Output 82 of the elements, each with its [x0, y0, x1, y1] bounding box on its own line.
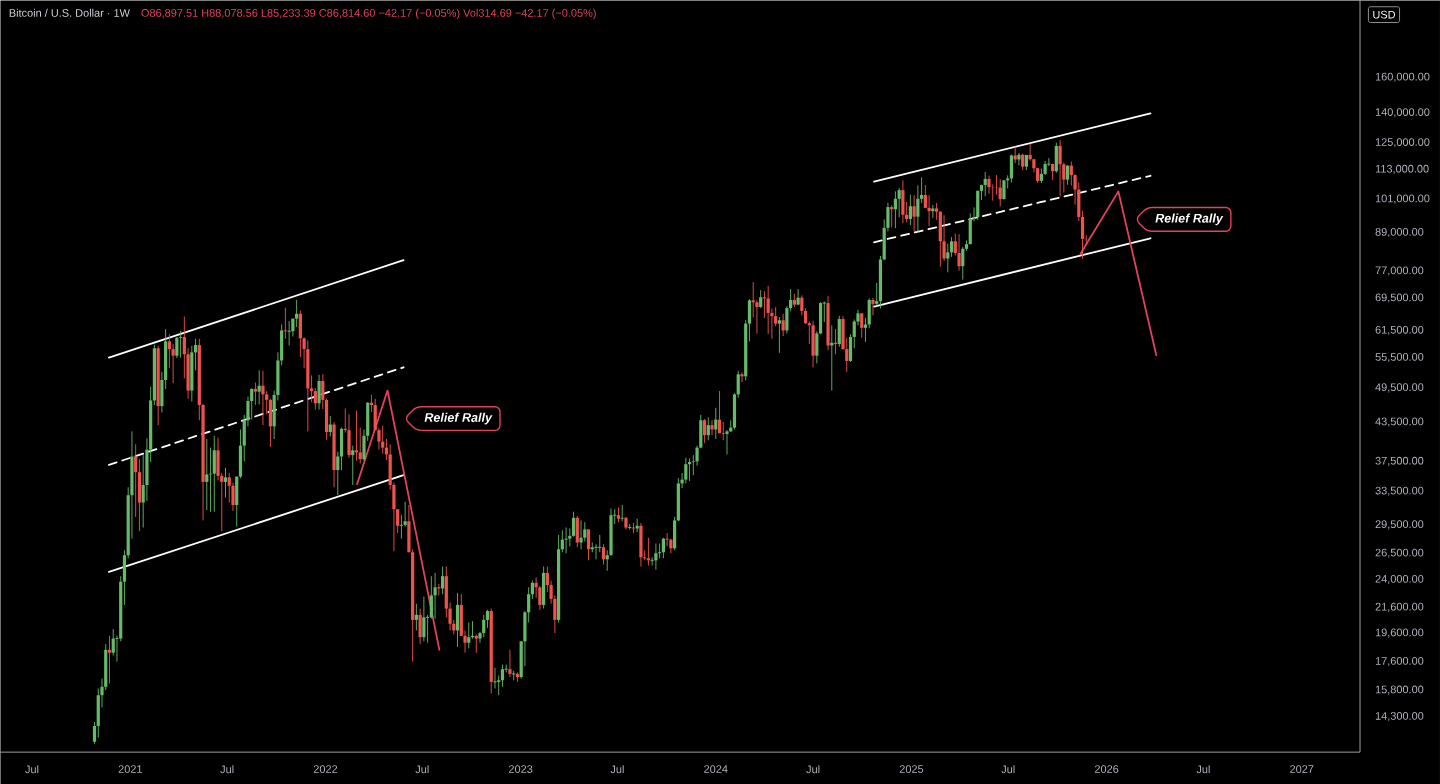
candlestick [306, 340, 310, 432]
candlestick [702, 418, 707, 444]
candlestick [901, 179, 905, 224]
candlestick [946, 243, 950, 273]
candlestick [837, 315, 841, 348]
candlestick [418, 608, 422, 645]
candlestick [422, 596, 426, 642]
candlestick [826, 295, 830, 351]
candlestick [212, 435, 216, 513]
candlestick [766, 285, 770, 335]
candlestick [710, 419, 714, 436]
candlestick [1054, 142, 1058, 174]
candlestick [1017, 152, 1021, 166]
candlestick [781, 313, 785, 337]
candlestick [942, 214, 946, 262]
candlestick [740, 371, 744, 383]
candlestick [467, 621, 471, 649]
candlestick [178, 330, 183, 358]
candlestick [414, 603, 418, 631]
candlestick [796, 288, 800, 306]
candlestick [283, 307, 287, 340]
candlestick [261, 370, 265, 426]
candlestick [976, 190, 980, 221]
candlestick [175, 336, 179, 359]
candlestick [482, 614, 486, 638]
candlestick [351, 445, 355, 486]
candlestick [1046, 157, 1051, 167]
candlestick [538, 585, 542, 611]
candlestick [492, 667, 498, 689]
candlestick [661, 537, 665, 559]
candlestick [601, 543, 606, 565]
candlestick [706, 416, 710, 441]
candlestick [1009, 154, 1014, 183]
candlestick [96, 687, 100, 739]
candlestick [433, 572, 437, 620]
candlestick [927, 194, 931, 227]
candlestick [721, 421, 725, 441]
candlestick [332, 421, 336, 488]
candlestick [227, 472, 231, 503]
candlestick [1065, 164, 1070, 186]
candlestick [253, 382, 258, 406]
candlestick [111, 628, 115, 657]
candlestick [665, 532, 669, 547]
candlestick [107, 635, 112, 684]
candlestick [916, 184, 920, 233]
candlestick [579, 519, 583, 550]
candlestick [508, 649, 512, 678]
candlestick [871, 297, 875, 316]
candlestick [542, 566, 546, 609]
candlestick [860, 312, 864, 339]
candlestick [583, 521, 587, 542]
candlestick [575, 515, 579, 548]
candlestick [893, 190, 898, 229]
candlestick [654, 542, 658, 571]
candlestick [381, 425, 385, 455]
candlestick [250, 387, 254, 421]
candlestick [691, 454, 695, 476]
candlestick [564, 527, 568, 554]
candlestick [800, 294, 804, 316]
candlestick [317, 374, 321, 410]
candlestick [912, 194, 916, 233]
candlestick [987, 175, 991, 195]
candlestick [205, 438, 209, 511]
candlestick [684, 457, 688, 484]
candlestick [1058, 139, 1062, 197]
candlestick [938, 210, 942, 267]
candlestick [968, 212, 972, 245]
candlestick [908, 194, 912, 226]
candlestick [571, 511, 576, 538]
candlestick [961, 246, 965, 281]
candlestick [639, 522, 643, 567]
candlestick [295, 299, 299, 328]
candlestick [190, 345, 194, 402]
candlestick [957, 233, 961, 272]
candlestick [268, 398, 273, 448]
candlestick [223, 467, 228, 498]
candlestick [811, 320, 815, 368]
candlestick [777, 316, 781, 354]
candlestick [983, 171, 987, 197]
candlestick [597, 534, 602, 553]
candlestick [347, 413, 351, 459]
candlestick [474, 633, 478, 654]
